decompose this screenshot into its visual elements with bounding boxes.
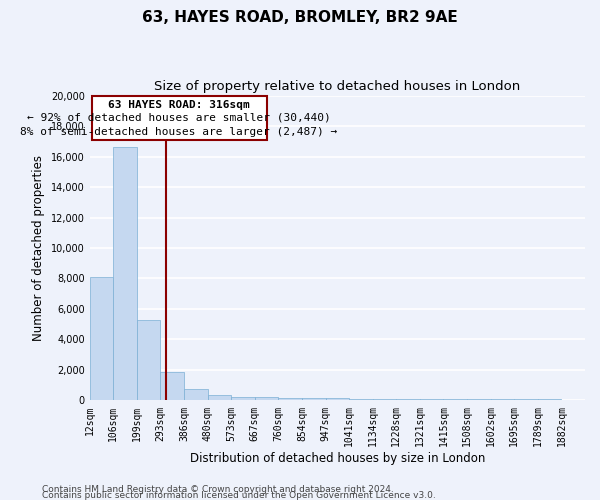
Bar: [420, 399, 443, 400]
Text: Contains HM Land Registry data © Crown copyright and database right 2024.: Contains HM Land Registry data © Crown c…: [42, 485, 394, 494]
Text: 8% of semi-detached houses are larger (2,487) →: 8% of semi-detached houses are larger (2…: [20, 127, 338, 137]
Bar: [90, 277, 113, 400]
Y-axis label: Number of detached properties: Number of detached properties: [32, 155, 46, 341]
X-axis label: Distribution of detached houses by size in London: Distribution of detached houses by size …: [190, 452, 485, 465]
Bar: [467, 399, 491, 400]
Bar: [397, 399, 420, 400]
Bar: [184, 389, 208, 400]
Bar: [113, 148, 137, 400]
Bar: [349, 398, 373, 400]
Bar: [160, 372, 184, 400]
FancyBboxPatch shape: [92, 96, 266, 140]
Text: Contains public sector information licensed under the Open Government Licence v3: Contains public sector information licen…: [42, 490, 436, 500]
Bar: [326, 398, 349, 400]
Bar: [302, 398, 326, 400]
Text: 63, HAYES ROAD, BROMLEY, BR2 9AE: 63, HAYES ROAD, BROMLEY, BR2 9AE: [142, 10, 458, 25]
Bar: [278, 398, 302, 400]
Bar: [443, 399, 467, 400]
Text: 63 HAYES ROAD: 316sqm: 63 HAYES ROAD: 316sqm: [108, 100, 250, 110]
Bar: [137, 320, 160, 400]
Bar: [373, 399, 397, 400]
Bar: [208, 395, 231, 400]
Title: Size of property relative to detached houses in London: Size of property relative to detached ho…: [154, 80, 520, 93]
Bar: [255, 398, 278, 400]
Bar: [491, 399, 514, 400]
Text: ← 92% of detached houses are smaller (30,440): ← 92% of detached houses are smaller (30…: [27, 112, 331, 122]
Bar: [231, 396, 255, 400]
